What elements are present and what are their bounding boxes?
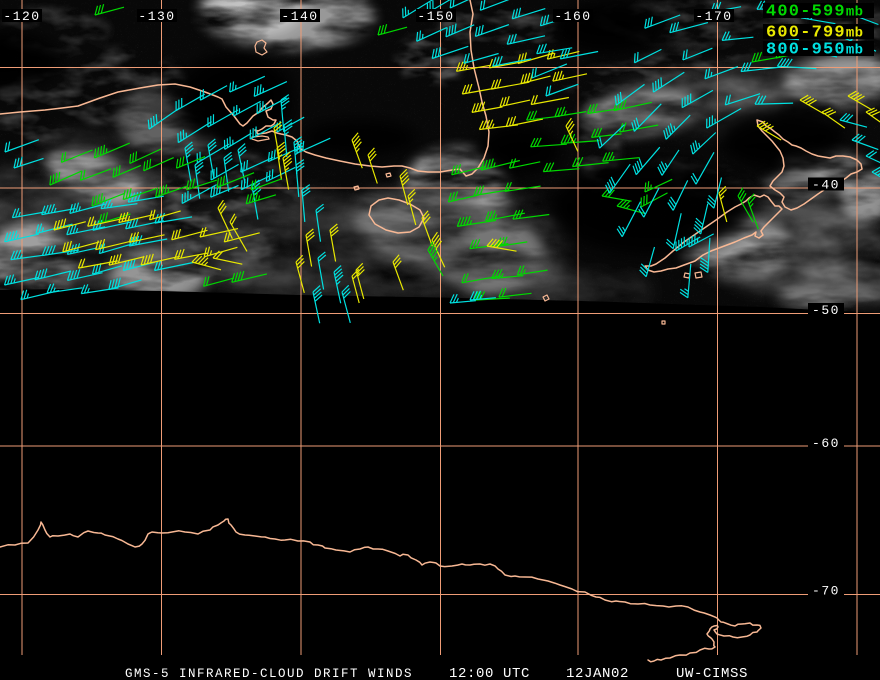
svg-text:400-599mb: 400-599mb xyxy=(766,3,863,22)
svg-text:UW-CIMSS: UW-CIMSS xyxy=(676,666,748,680)
svg-text:-50: -50 xyxy=(812,303,840,318)
svg-text:-70: -70 xyxy=(812,584,840,599)
svg-text:600-799mb: 600-799mb xyxy=(766,24,863,43)
svg-text:-140: -140 xyxy=(281,9,318,24)
svg-text:12:00 UTC: 12:00 UTC xyxy=(449,666,530,680)
svg-text:12JAN02: 12JAN02 xyxy=(566,666,629,680)
svg-text:-170: -170 xyxy=(695,9,732,24)
svg-text:-160: -160 xyxy=(554,9,591,24)
svg-text:-130: -130 xyxy=(138,9,175,24)
svg-text:GMS-5 INFRARED-CLOUD DRIFT WIN: GMS-5 INFRARED-CLOUD DRIFT WINDS xyxy=(125,667,413,680)
svg-text:-60: -60 xyxy=(812,436,840,451)
svg-text:800-950mb: 800-950mb xyxy=(766,41,863,60)
svg-text:-120: -120 xyxy=(3,9,40,24)
svg-text:-150: -150 xyxy=(417,9,454,24)
svg-text:-40: -40 xyxy=(812,178,840,193)
